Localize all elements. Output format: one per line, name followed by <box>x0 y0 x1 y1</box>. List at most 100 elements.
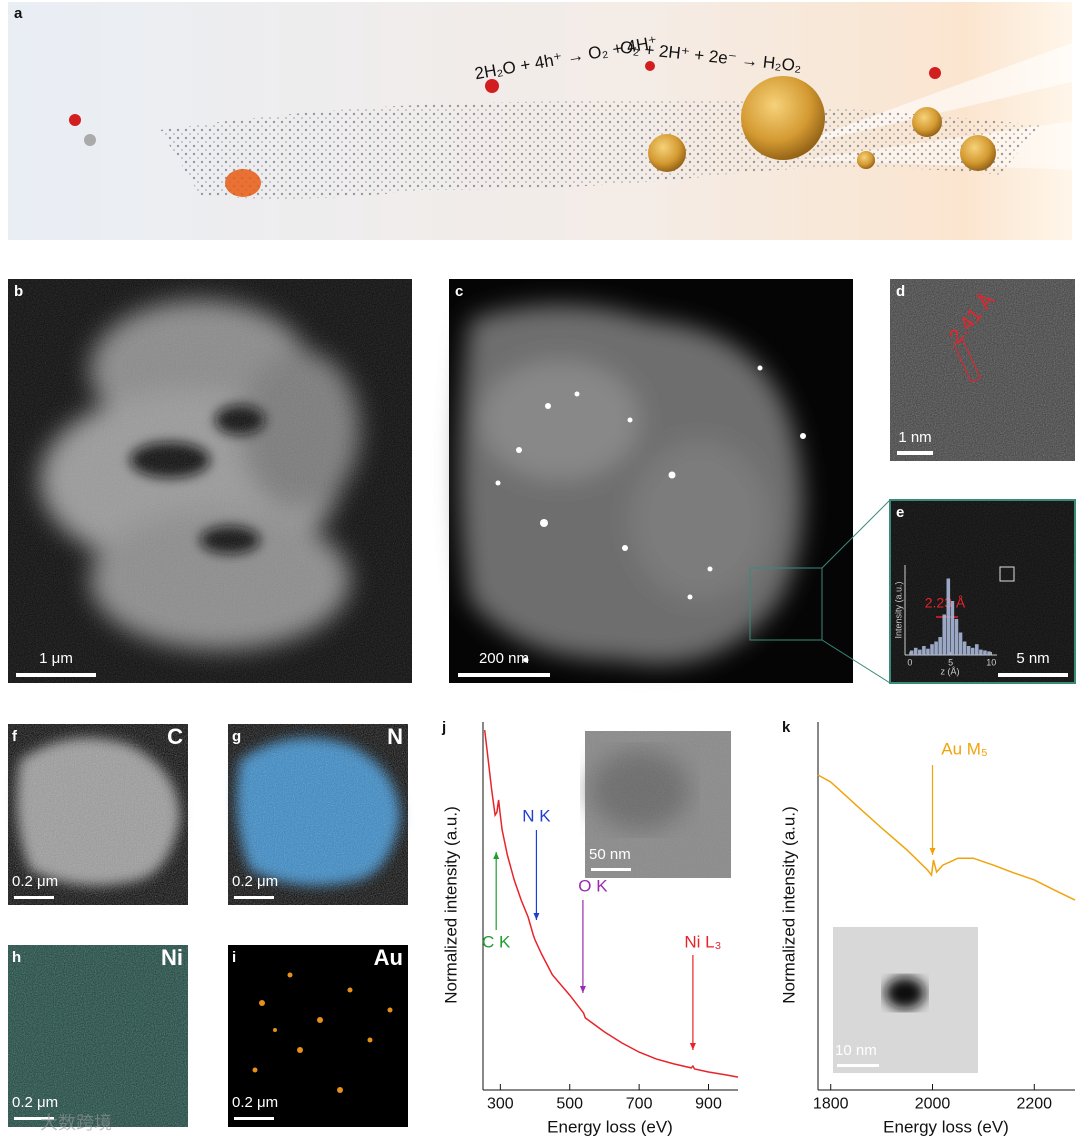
y-axis-label: Normalized intensity (a.u.) <box>441 806 460 1003</box>
scale-bar <box>897 451 933 455</box>
charts: 0 5 10 z (Å) Intensity (a.u.) 300 500 700 900 Ene… <box>441 565 1076 1136</box>
bar <box>970 647 975 655</box>
scale-bar <box>16 673 96 677</box>
scale-bar <box>14 896 54 899</box>
spectrum-line <box>817 774 1076 901</box>
molecule <box>485 79 499 93</box>
y-axis-label: Intensity (a.u.) <box>893 581 903 638</box>
zoom-line <box>821 499 891 569</box>
arrow-head <box>533 913 540 920</box>
bar <box>975 644 979 655</box>
panel-e: e 2.23 Å 5 nm <box>889 499 1076 684</box>
texture <box>8 945 188 1127</box>
edge-label: Au M₅ <box>941 739 988 758</box>
bar <box>913 647 918 655</box>
texture <box>8 724 188 905</box>
element-label: Ni <box>161 945 183 970</box>
panel-f: f C 0.2 μm <box>8 724 188 905</box>
bar <box>942 614 947 655</box>
arrow-head <box>689 1043 696 1050</box>
scale-bar-label: 1 nm <box>898 429 931 446</box>
au-particle <box>960 135 996 171</box>
panel-a: a 2H₂O + 4h⁺ → O₂ + 4H⁺ O₂ + 2H⁺ + 2e⁻ →… <box>8 2 1080 240</box>
scale-bar-label: 200 nm <box>479 650 529 667</box>
bar <box>966 646 971 655</box>
au-particle <box>648 134 686 172</box>
scale-bar-label: 0.2 μm <box>12 1094 58 1111</box>
panel-g: g N 0.2 μm <box>228 724 408 905</box>
texture <box>228 724 408 905</box>
zoom-box <box>749 567 823 641</box>
molecule <box>69 114 81 126</box>
element-label: Au <box>374 945 403 970</box>
panel-label: i <box>232 949 236 966</box>
bar <box>938 637 942 655</box>
panel-label: k <box>782 719 791 736</box>
au-nanoparticles <box>495 365 806 663</box>
scale-bar-label: 0.2 μm <box>12 873 58 890</box>
panel-c: c 200 nm <box>449 279 891 684</box>
edge-label: Ni L₃ <box>684 932 721 951</box>
scale-bar <box>998 673 1068 677</box>
x-tick-label: 1800 <box>813 1096 849 1113</box>
x-tick-label: 700 <box>626 1096 653 1113</box>
au-atom-cluster <box>885 977 925 1009</box>
bar <box>954 619 959 655</box>
zoom-line <box>821 639 891 684</box>
x-tick-label: 500 <box>556 1096 583 1113</box>
panel-label: e <box>896 504 904 521</box>
x-tick-label: 2200 <box>1016 1096 1052 1113</box>
bar <box>909 650 914 655</box>
x-axis-label: Energy loss (eV) <box>547 1117 673 1136</box>
scale-bar <box>14 1117 54 1120</box>
bar <box>922 646 926 655</box>
bar <box>934 641 938 655</box>
flame <box>225 169 261 197</box>
peak-width-label: 2.23 Å <box>925 595 966 611</box>
edge-label: C K <box>482 932 511 951</box>
scale-bar-label: 50 nm <box>589 846 631 863</box>
x-tick-label: 0 <box>907 657 912 667</box>
watermark: 大数跨境 <box>40 1113 112 1133</box>
scale-bar-label: 1 μm <box>39 650 73 667</box>
x-tick-label: 300 <box>487 1096 514 1113</box>
scale-bar <box>234 896 274 899</box>
edge-label: O K <box>578 876 608 895</box>
scale-bar-label: 0.2 μm <box>232 873 278 890</box>
y-axis-label: Normalized intensity (a.u.) <box>779 806 798 1003</box>
bar <box>962 641 967 655</box>
texture <box>890 279 1075 461</box>
bar <box>950 601 955 655</box>
x-tick-label: 2000 <box>915 1096 951 1113</box>
element-label: C <box>167 724 183 749</box>
panel-label: g <box>232 728 241 745</box>
arrow-head <box>493 852 500 859</box>
bar <box>930 644 934 655</box>
lattice-box <box>952 339 982 383</box>
panel-label: j <box>441 719 446 736</box>
au-particle <box>857 151 875 169</box>
panel-i: i Au 0.2 μm <box>228 945 408 1127</box>
panel-h: h Ni 0.2 μm <box>8 945 188 1127</box>
panel-label: f <box>12 728 18 745</box>
panel-b: b 1 μm <box>8 279 412 683</box>
panel-label: h <box>12 949 21 966</box>
inset-image: 50 nm <box>585 731 731 878</box>
atom-box <box>999 566 1015 582</box>
x-axis-label: z (Å) <box>941 666 960 676</box>
panel-label: c <box>455 283 463 300</box>
texture <box>8 279 412 683</box>
au-particle <box>912 107 942 137</box>
arrow-head <box>579 986 586 993</box>
texture <box>585 731 731 878</box>
bar <box>958 632 963 655</box>
molecule <box>645 61 655 71</box>
bar <box>946 578 951 655</box>
scale-bar-label: 10 nm <box>835 1042 877 1059</box>
panel-label: d <box>896 283 905 300</box>
arrow-head <box>929 848 936 855</box>
molecule <box>929 67 941 79</box>
scale-bar <box>591 868 631 871</box>
edge-label: N K <box>522 806 551 825</box>
